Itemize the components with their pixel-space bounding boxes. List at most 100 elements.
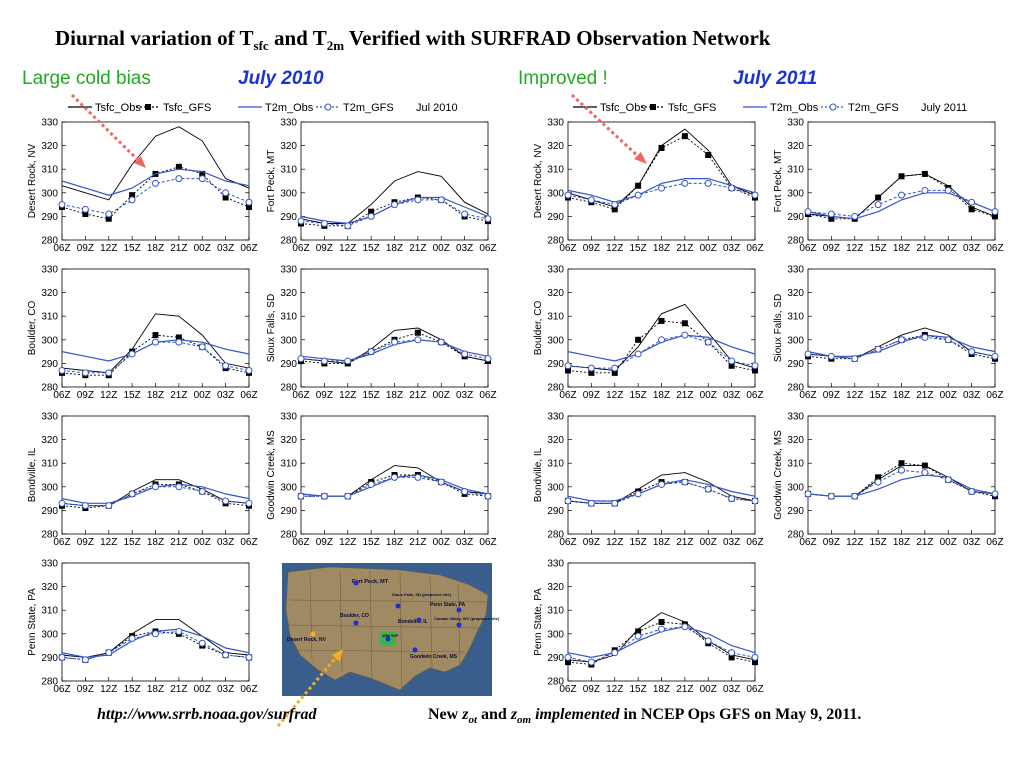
x-tick-label: 21Z [676,390,693,401]
x-tick-label: 06Z [799,537,816,548]
point-T2m_GFS [704,338,712,346]
point-T2m_GFS [198,639,206,647]
chart-panel: 280 290 300 310 320 330 06Z 09Z 12Z 15Z 18Z 21Z 00Z 0… [533,118,764,255]
x-tick-label: 12Z [846,390,863,401]
surfrad-url[interactable]: http://www.srrb.noaa.gov/surfrad [97,706,317,723]
x-tick-label: 12Z [606,684,623,695]
point-Tsfc_GFS [635,336,642,343]
map-marker [412,647,418,653]
point-T2m_GFS [81,205,89,213]
legend-2010: Tsfc_Obs Tsfc_GFS T2m_Obs T2m_GFS Jul 2010 [68,102,458,114]
station-label: Sioux Falls, SD [773,294,784,362]
point-Tsfc_GFS [658,317,665,324]
x-tick-label: 03Z [456,537,473,548]
station-label: Penn State, PA [27,588,38,656]
point-Tsfc_GFS [658,619,665,625]
x-tick-label: 03Z [217,243,234,254]
x-tick-label: 06Z [746,684,763,695]
series-line-Tsfc_Obs [567,303,756,371]
point-T2m_GFS [391,473,398,481]
chart-panel: 280 290 300 310 320 330 06Z 09Z 12Z 15Z 18Z 21Z 00Z 0… [533,412,764,549]
map-label: Penn State, PA [430,602,466,608]
x-tick-label: 12Z [606,390,623,401]
point-Tsfc_GFS [968,206,975,213]
x-tick-label: 21Z [170,243,187,254]
map-marker [395,603,401,609]
point-T2m_GFS [944,336,952,344]
point-T2m_GFS [751,191,759,199]
point-Tsfc_GFS [199,170,206,177]
x-tick-label: 06Z [292,537,309,548]
point-T2m_GFS [175,175,183,183]
plot-frame [567,268,756,388]
x-tick-label: 18Z [147,684,164,695]
us-landmass [285,566,489,691]
x-tick-label: 06Z [240,684,257,695]
x-tick-label: 15Z [124,243,141,254]
x-tick-label: 00Z [940,243,957,254]
point-T2m_GFS [991,352,999,360]
july-2011-label: July 2011 [733,68,817,89]
plot-frame [807,121,996,241]
x-tick-label: 03Z [217,684,234,695]
point-Tsfc_GFS [992,213,998,220]
y-tick-label: 290 [547,212,564,223]
x-tick-label: 06Z [479,390,496,401]
page-title: Diurnal variation of Tsfc and T2m Verifi… [55,26,771,53]
y-tick-label: 280 [787,530,804,541]
map-station-markers: Fort Peck, MT Sioux Falls, SD (proposed s… [287,579,500,660]
y-tick-label: 290 [787,359,804,370]
y-tick-label: 280 [280,236,297,247]
x-tick-label: 18Z [653,537,670,548]
x-tick-label: 00Z [940,537,957,548]
x-tick-label: 12Z [606,243,623,254]
y-tick-label: 300 [280,482,297,493]
x-tick-label: 06Z [53,684,70,695]
y-tick-label: 320 [547,288,564,299]
point-T2m_GFS [58,653,66,661]
map-label: Bondville, IL [398,619,428,625]
point-T2m_GFS [175,483,183,491]
point-T2m_GFS [681,331,689,339]
x-tick-label: 09Z [316,390,333,401]
cold-bias-arrow [70,93,142,164]
x-tick-label: 18Z [893,537,910,548]
point-Tsfc_GFS [898,460,905,467]
point-T2m_GFS [804,208,812,216]
y-tick-label: 290 [547,506,564,517]
map-marker [353,580,359,586]
point-T2m_GFS [152,630,159,638]
point-T2m_GFS [804,490,812,498]
station-label: Penn State, PA [533,588,544,656]
y-tick-label: 290 [280,212,297,223]
y-tick-label: 280 [547,677,564,688]
point-T2m_GFS [564,362,572,370]
legend-period: July 2011 [921,102,967,114]
x-tick-label: 15Z [630,684,647,695]
x-tick-label: 09Z [583,390,600,401]
y-tick-label: 280 [280,383,297,394]
point-T2m_GFS [751,497,759,505]
map-pointer-arrowhead [332,649,343,662]
chart-panel: 280 290 300 310 320 330 06Z 09Z 12Z 15Z 18Z 21Z 00Z 0… [27,265,258,402]
point-T2m_GFS [105,369,113,377]
station-label: Goodwin Creek, MS [266,430,277,520]
x-tick-label: 06Z [479,243,496,254]
x-tick-label: 15Z [630,390,647,401]
x-tick-label: 03Z [217,390,234,401]
point-T2m_GFS [587,499,595,507]
y-tick-label: 310 [787,312,804,323]
point-T2m_GFS [564,653,572,661]
x-tick-label: 21Z [676,243,693,254]
y-tick-label: 280 [787,383,804,394]
y-tick-label: 330 [280,118,297,129]
y-tick-label: 280 [41,677,58,688]
chart-panel: 280 290 300 310 320 330 06Z 09Z 12Z 15Z 18Z 21Z 00Z 0… [266,265,497,402]
map-label: Desert Rock, NV [287,637,327,643]
point-T2m_GFS [414,336,422,344]
footer-note: New zot and zom implemented in NCEP Ops … [428,706,861,726]
point-T2m_GFS [245,198,253,206]
station-label: Boulder, CO [533,301,544,356]
point-T2m_GFS [105,210,113,218]
x-tick-label: 21Z [676,684,693,695]
